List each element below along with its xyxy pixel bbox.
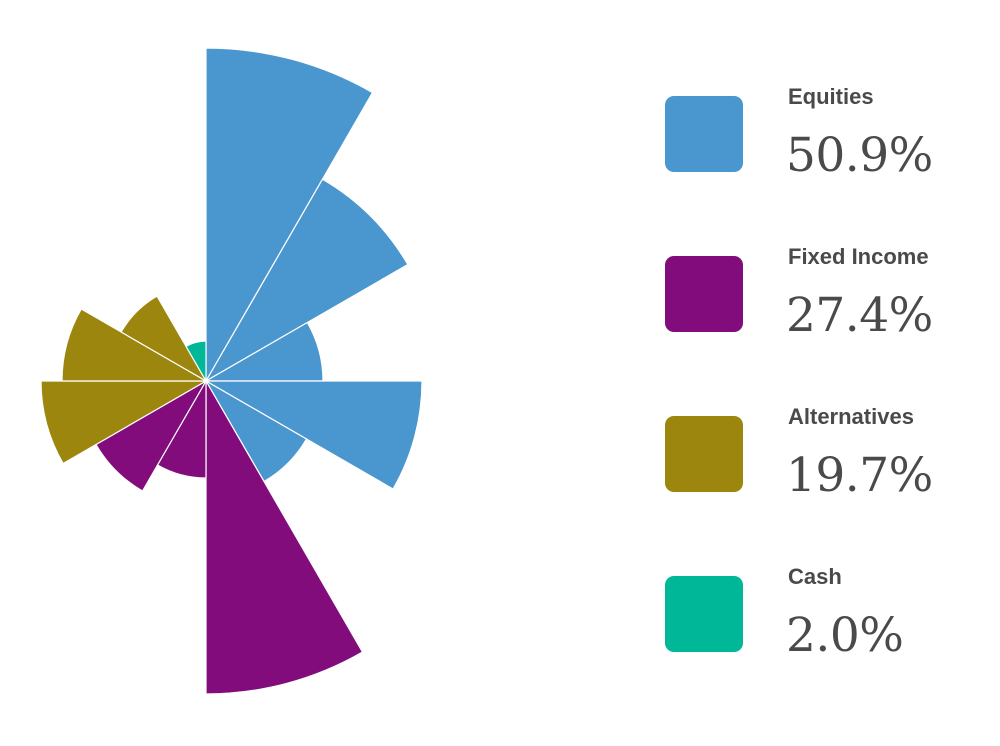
chart-legend: Equities 50.9% Fixed Income 27.4% Altern…	[665, 78, 995, 718]
legend-swatch-cash	[665, 576, 743, 652]
legend-value-equities: 50.9%	[786, 128, 933, 183]
legend-swatch-alternatives	[665, 416, 743, 492]
legend-value-cash: 2.0%	[786, 608, 904, 663]
legend-label-fixed-income: Fixed Income	[788, 244, 929, 269]
legend-swatch-equities	[665, 96, 743, 172]
legend-swatch-fixed-income	[665, 256, 743, 332]
wedge-alternatives-11	[120, 295, 207, 382]
legend-label-alternatives: Alternatives	[788, 404, 914, 429]
legend-item-fixed-income: Fixed Income 27.4%	[665, 238, 995, 398]
wedge-cash-12	[185, 340, 207, 382]
wedge-alternatives-9	[40, 380, 207, 465]
legend-item-alternatives: Alternatives 19.7%	[665, 398, 995, 558]
wedge-alternatives-10	[61, 308, 207, 382]
legend-item-cash: Cash 2.0%	[665, 558, 995, 718]
legend-label-cash: Cash	[788, 564, 842, 589]
wedge-fixed-income-6	[205, 380, 364, 695]
wedge-equities-2	[205, 178, 409, 382]
wedge-equities-4	[205, 380, 423, 490]
wedge-equities-1	[205, 47, 374, 382]
polar-area-chart	[40, 47, 423, 695]
legend-item-equities: Equities 50.9%	[665, 78, 995, 238]
legend-value-alternatives: 19.7%	[786, 448, 933, 503]
legend-label-equities: Equities	[788, 84, 874, 109]
legend-value-fixed-income: 27.4%	[786, 288, 933, 343]
